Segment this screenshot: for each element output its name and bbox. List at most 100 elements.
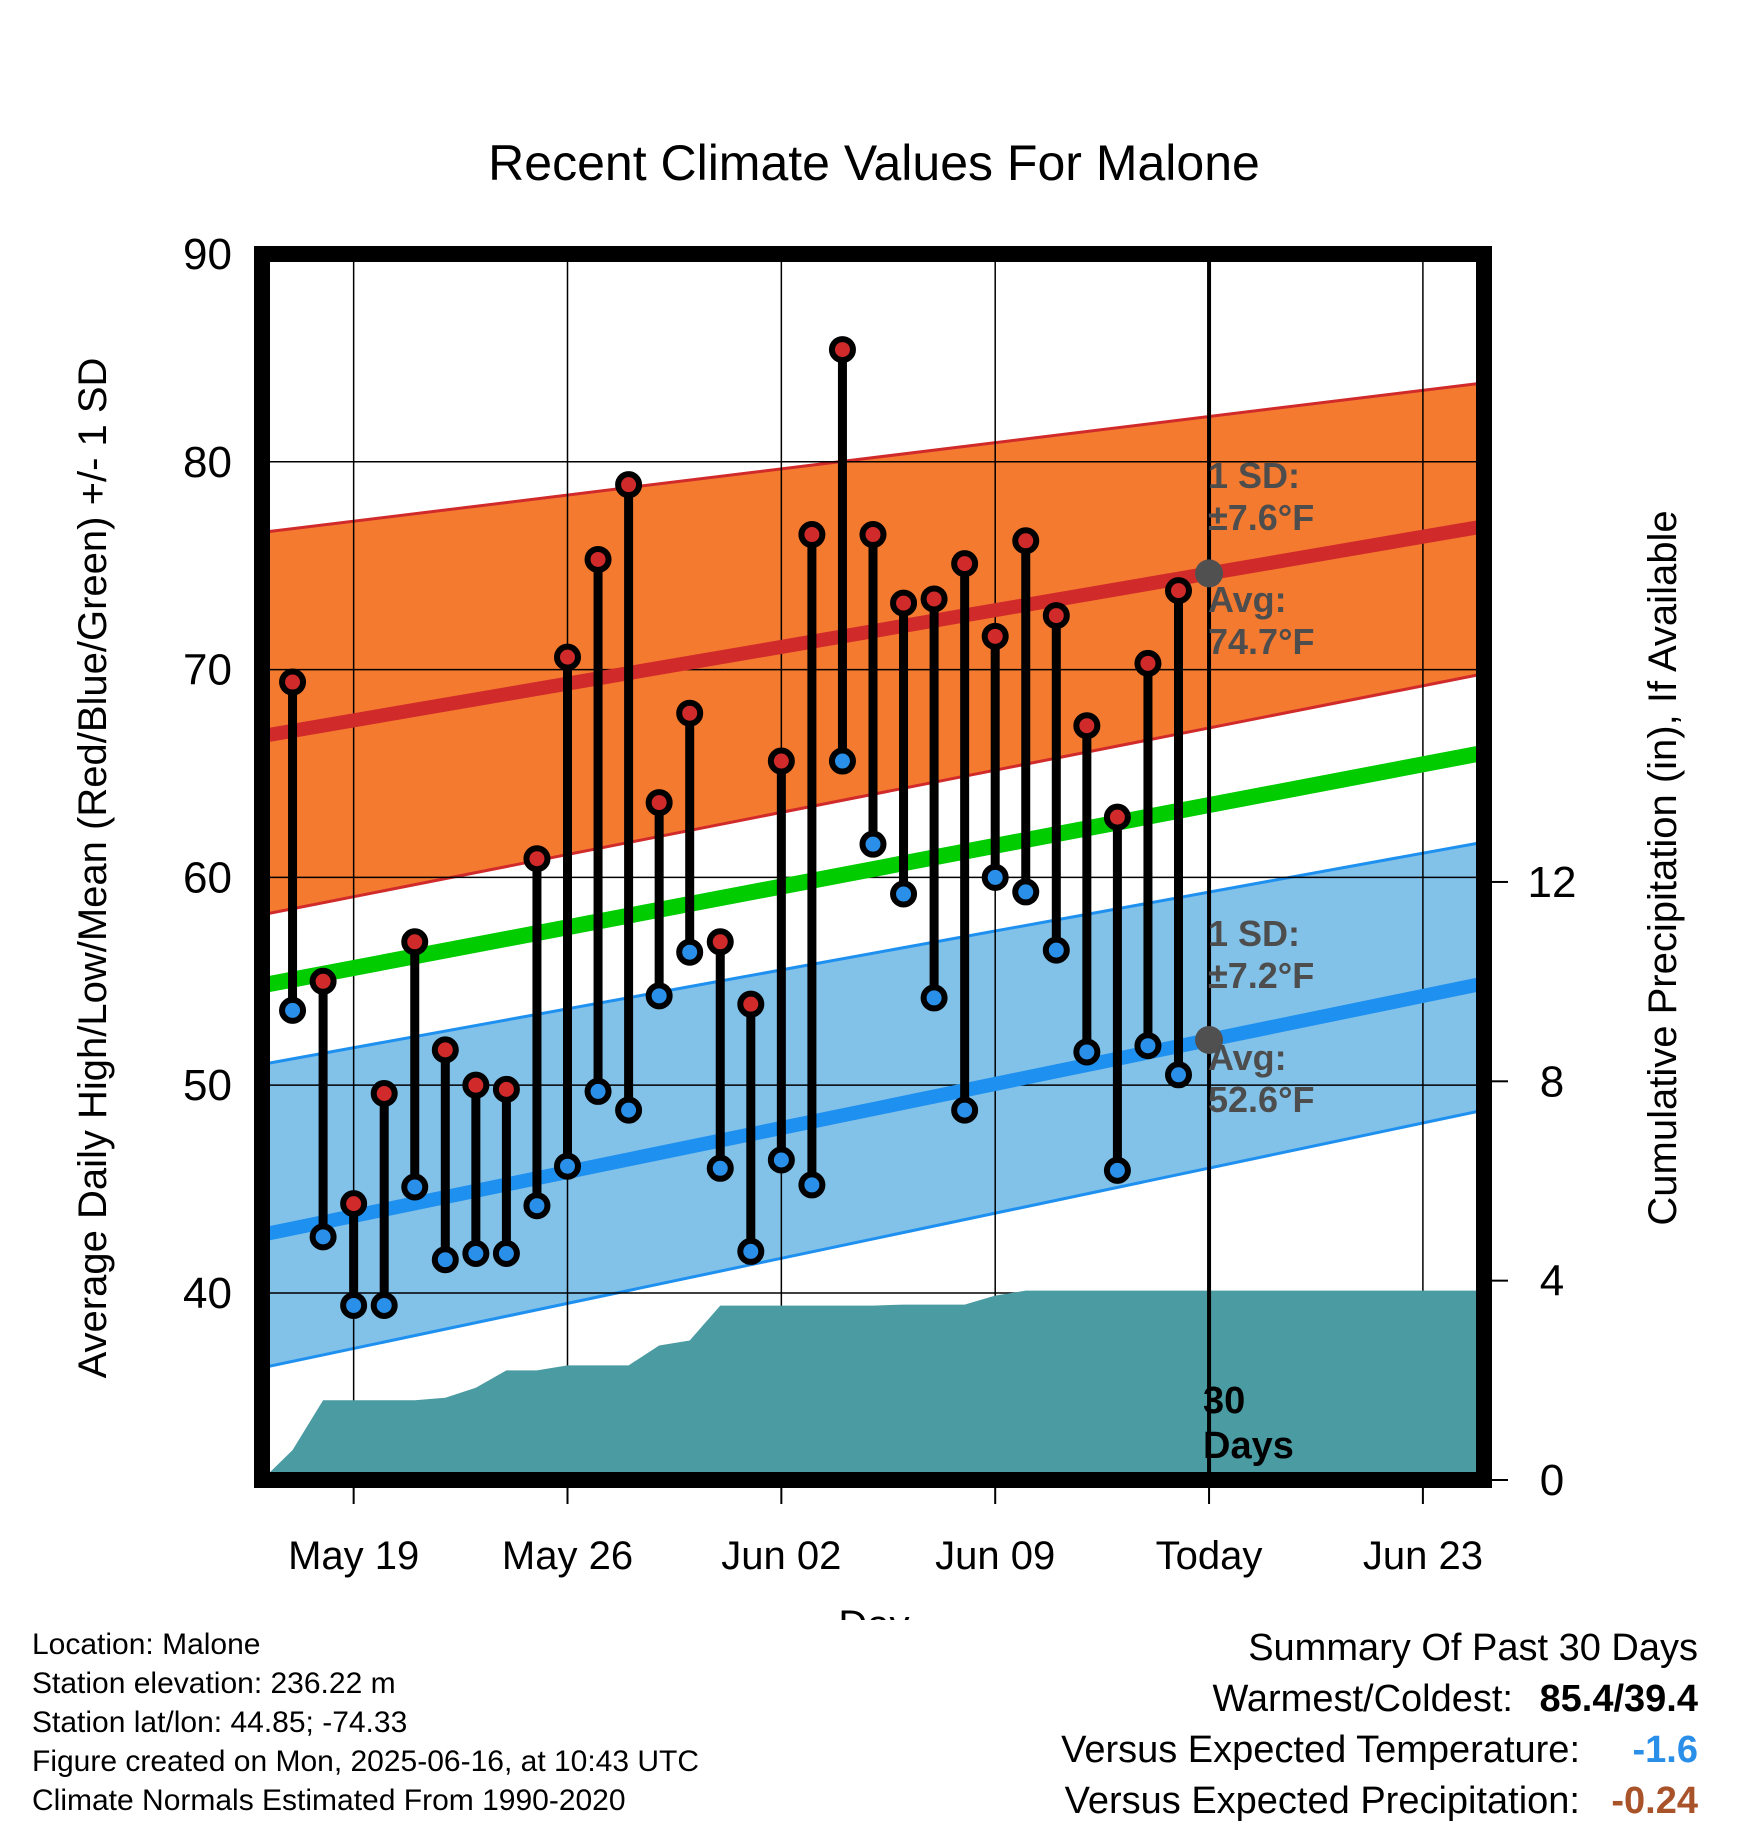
daily-low-point	[370, 1291, 398, 1319]
daily-high-point	[676, 699, 704, 727]
daily-high-point	[584, 545, 612, 573]
daily-low-point	[615, 1096, 643, 1124]
low-avg-value: 52.6°F	[1208, 1079, 1314, 1120]
daily-high-point	[523, 845, 551, 873]
mean-line	[262, 744, 1484, 994]
right-tick-label: 0	[1540, 1456, 1564, 1505]
station-info: Location: Malone Station elevation: 236.…	[32, 1625, 699, 1820]
left-tick-label: 60	[183, 853, 232, 902]
daily-high-point	[1073, 712, 1101, 740]
low-avg-label: Avg:	[1208, 1037, 1287, 1078]
daily-low-point	[492, 1240, 520, 1268]
daily-low-point	[584, 1077, 612, 1105]
daily-high-point	[462, 1071, 490, 1099]
daily-low-point	[951, 1096, 979, 1124]
daily-low-point	[1103, 1156, 1131, 1184]
low-avg-line	[262, 976, 1484, 1242]
daily-low-point	[523, 1192, 551, 1220]
normals-text: Climate Normals Estimated From 1990-2020	[32, 1784, 626, 1817]
daily-high-point	[401, 928, 429, 956]
daily-low-point	[645, 982, 673, 1010]
chart-title: Recent Climate Values For Malone	[488, 135, 1260, 191]
plot-frame	[254, 246, 1492, 1488]
daily-low-point	[798, 1171, 826, 1199]
daily-high-point	[309, 967, 337, 995]
daily-high-point	[798, 521, 826, 549]
low-sd-annotation: 1 SD: ±7.2°F Avg: 52.6°F	[1208, 913, 1314, 1120]
location-text: Location: Malone	[32, 1628, 261, 1661]
climate-chart: 40 50 60 70 80 90 0 4 8 12 May 19 May 26 Jun 02 Jun 0…	[71, 135, 1685, 1620]
daily-low-point	[981, 863, 1009, 891]
daily-low-point	[1042, 936, 1070, 964]
summary-temp: Versus Expected Temperature: -1.6	[1061, 1725, 1698, 1776]
high-sd-value: ±7.6°F	[1208, 497, 1314, 538]
daily-low-point	[340, 1291, 368, 1319]
daily-high-point	[951, 550, 979, 578]
precip-area	[262, 1290, 1484, 1480]
low-sd-band-lower-edge	[262, 1108, 1484, 1370]
daily-low-point	[401, 1173, 429, 1201]
x-tick-label: May 19	[288, 1534, 419, 1578]
daily-low-point	[462, 1240, 490, 1268]
daily-low-point	[1165, 1061, 1192, 1089]
summary-heading: Summary Of Past 30 Days	[1248, 1627, 1698, 1669]
daily-low-point	[1012, 878, 1040, 906]
x-axis-label: Day	[838, 1603, 909, 1620]
low-sd-value: ±7.2°F	[1208, 955, 1314, 996]
daily-low-point	[706, 1154, 734, 1182]
daily-high-point	[1042, 602, 1070, 630]
daily-high-point	[828, 336, 856, 364]
high-sd-annotation: 1 SD: ±7.6°F Avg: 74.7°F	[1208, 455, 1314, 662]
daily-high-point	[706, 928, 734, 956]
created-text: Figure created on Mon, 2025-06-16, at 10…	[32, 1745, 700, 1778]
daily-low-point	[767, 1146, 795, 1174]
daily-low-point	[676, 938, 704, 966]
daily-high-point	[492, 1075, 520, 1103]
summary-warm-cold: Warmest/Coldest: 85.4/39.4	[1061, 1674, 1698, 1725]
x-tick-label: Jun 23	[1363, 1534, 1483, 1578]
daily-low-point	[890, 880, 918, 908]
x-tick-label: Jun 02	[721, 1534, 841, 1578]
high-sd-label: 1 SD:	[1208, 455, 1300, 496]
low-sd-band-upper-edge	[262, 840, 1484, 1066]
high-sd-band-upper-edge	[262, 381, 1484, 534]
x-tick-label: May 26	[502, 1534, 633, 1578]
precip-label: Versus Expected Precipitation:	[1064, 1780, 1580, 1822]
daily-high-point	[737, 990, 765, 1018]
high-avg-value: 74.7°F	[1208, 621, 1314, 662]
left-tick-label: 70	[183, 646, 232, 695]
left-tick-label: 90	[183, 230, 232, 279]
summary-panel: Summary Of Past 30 Days Warmest/Coldest:…	[1061, 1623, 1698, 1827]
daily-high-point	[981, 622, 1009, 650]
left-tick-label: 50	[183, 1061, 232, 1110]
high-avg-label: Avg:	[1208, 579, 1287, 620]
daily-high-point	[890, 589, 918, 617]
precip-value: -0.24	[1611, 1780, 1698, 1822]
daily-low-point	[1134, 1032, 1162, 1060]
daily-low-point	[554, 1152, 581, 1180]
today-low-avg-marker	[1195, 1025, 1224, 1054]
left-tick-label: 80	[183, 438, 232, 487]
daily-high-point	[920, 585, 948, 613]
warm-cold-value: 85.4/39.4	[1539, 1678, 1698, 1720]
plot-clip-group	[262, 253, 1484, 1480]
daily-low-point	[920, 984, 948, 1012]
daily-high-point	[1165, 577, 1192, 605]
daily-high-point	[645, 789, 673, 817]
daily-low-point	[431, 1246, 459, 1274]
right-axis-label: Cumulative Precipitation (in), If Availa…	[1641, 510, 1685, 1225]
daily-high-point	[340, 1190, 368, 1218]
daily-low-point	[737, 1237, 765, 1265]
daily-high-point	[615, 471, 643, 499]
daily-low-point	[828, 747, 856, 775]
daily-high-point	[859, 521, 887, 549]
window-count: 30	[1203, 1380, 1245, 1422]
left-tick-label: 40	[183, 1269, 232, 1318]
daily-high-point	[279, 668, 307, 696]
temp-value: -1.6	[1632, 1729, 1698, 1771]
daily-high-point	[370, 1079, 398, 1107]
right-tick-label: 12	[1528, 858, 1577, 907]
daily-high-point	[1012, 527, 1040, 555]
daily-low-point	[1073, 1038, 1101, 1066]
x-tick-label: Jun 09	[935, 1534, 1055, 1578]
